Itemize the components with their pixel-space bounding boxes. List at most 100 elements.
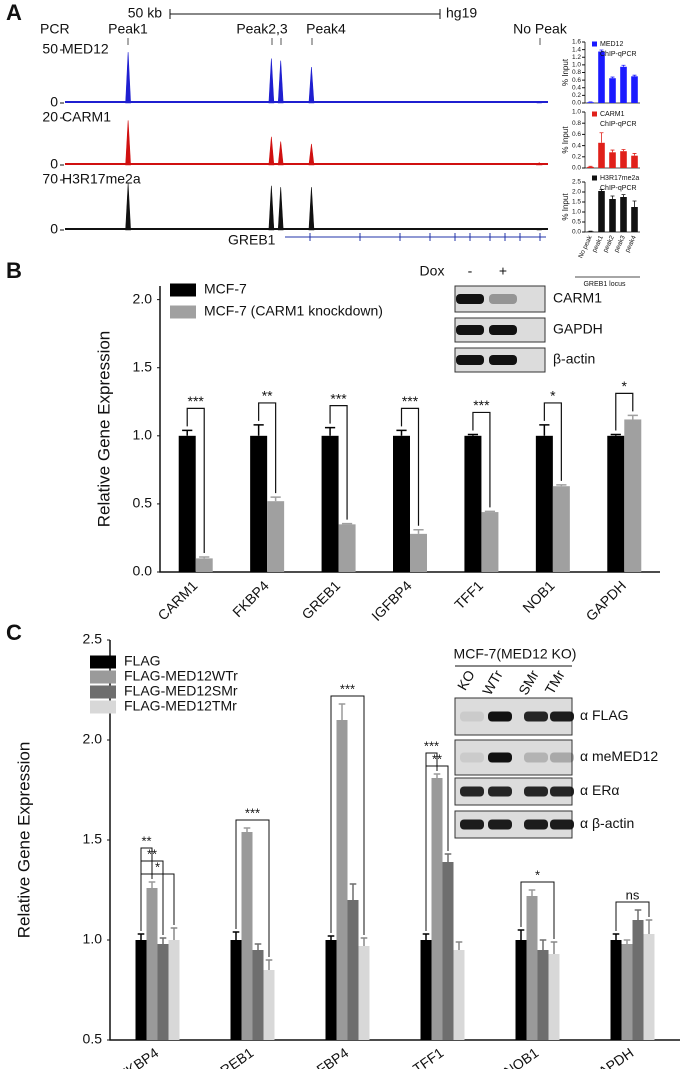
- legend-swatch: [90, 655, 116, 669]
- sig-bracket: [400, 407, 420, 526]
- bar: [598, 191, 605, 232]
- blot-lane-label: KO: [454, 667, 478, 693]
- error-bar: [444, 853, 452, 862]
- bar: [410, 533, 427, 572]
- x-tick-label: peak4: [624, 234, 638, 253]
- legend-label: FLAG-MED12WTr: [124, 668, 238, 684]
- error-bar: [528, 889, 536, 896]
- bar: [587, 166, 594, 168]
- x-tick-label: GAPDH: [586, 1044, 636, 1069]
- bar: [535, 435, 553, 572]
- error-bar: [623, 939, 631, 944]
- error-bar: [455, 941, 463, 950]
- error-bar: [632, 200, 637, 207]
- bar: [267, 501, 285, 572]
- x-tick-label: GAPDH: [583, 577, 630, 624]
- y-tick-label: 0.5: [133, 495, 153, 511]
- bar: [548, 954, 560, 1040]
- legend-swatch: [592, 175, 597, 181]
- blot-band: [488, 752, 512, 763]
- error-bar: [610, 149, 615, 153]
- blot-lane-label: WTr: [479, 667, 506, 698]
- panel-label: B: [6, 258, 22, 283]
- error-bar: [621, 194, 626, 197]
- x-tick-label: TFF1: [410, 1044, 447, 1069]
- legend-note: ChIP-qPCR: [600, 121, 637, 128]
- y-tick-label: 2.5: [83, 631, 103, 647]
- blot-band: [524, 711, 548, 722]
- legend-swatch: [170, 283, 196, 297]
- legend-swatch: [592, 41, 597, 47]
- bar: [453, 950, 465, 1040]
- peak: [277, 141, 284, 166]
- peak: [268, 136, 275, 166]
- error-bar: [243, 827, 251, 832]
- error-bar: [170, 927, 178, 940]
- y-tick-label: 0.0: [572, 165, 581, 172]
- legend-note: ChIP-qPCR: [600, 185, 637, 192]
- error-bar: [182, 429, 193, 436]
- error-bar: [599, 132, 604, 143]
- scale-bar-label: 50 kb: [128, 5, 162, 21]
- blot-band: [524, 786, 548, 797]
- error-bar: [556, 484, 567, 487]
- bar: [325, 940, 337, 1040]
- legend-swatch: [592, 111, 597, 117]
- x-tick-label: TFF1: [451, 577, 486, 612]
- peak: [268, 185, 275, 231]
- track-name: CARM1: [62, 109, 111, 125]
- region-label: Peak2,3: [236, 21, 288, 37]
- bar: [643, 934, 655, 1040]
- y-tick-label: 2.5: [572, 179, 581, 186]
- gene-model: [285, 233, 546, 241]
- sig-bracket: [543, 402, 562, 481]
- error-bar: [517, 929, 525, 940]
- legend-label: FLAG-MED12SMr: [124, 683, 238, 699]
- y-tick-label: 0.5: [83, 1031, 103, 1047]
- blot-row-label: α β-actin: [580, 815, 634, 831]
- blot-header: Dox: [420, 263, 445, 279]
- x-tick-label: CARM1: [154, 577, 200, 623]
- blot-row-label: β-actin: [553, 351, 595, 367]
- bar: [168, 940, 180, 1040]
- y-axis-label: Relative Gene Expression: [14, 742, 33, 939]
- error-bar: [253, 424, 264, 436]
- region-label: PCR: [40, 21, 70, 37]
- bar: [250, 435, 268, 572]
- y-tick-label: 0.6: [572, 77, 581, 84]
- sig-bracket: [235, 819, 270, 957]
- error-bar: [610, 195, 615, 199]
- error-bar: [338, 703, 346, 720]
- sig-label: ***: [473, 397, 490, 413]
- error-bar: [327, 935, 335, 940]
- error-bar: [360, 937, 368, 946]
- x-tick-label: IGFBP4: [368, 577, 415, 624]
- sig-label: ***: [340, 681, 355, 696]
- error-bar: [610, 76, 615, 79]
- error-bar: [413, 529, 424, 534]
- sig-bracket: [520, 881, 555, 939]
- sig-label: ***: [188, 393, 205, 409]
- peak: [536, 228, 542, 231]
- track-name: H3R17me2a: [62, 171, 141, 187]
- y-tick-label: 2.0: [572, 189, 581, 196]
- blot-band: [524, 752, 548, 763]
- y-tick-label: 0.5: [572, 219, 581, 226]
- y-tick-label: 1.0: [572, 109, 581, 116]
- bar: [632, 920, 644, 1040]
- error-bar: [137, 933, 145, 940]
- bar: [135, 940, 147, 1040]
- error-bar: [159, 937, 167, 944]
- region-label: No Peak: [513, 21, 568, 37]
- region-label: Peak4: [306, 21, 346, 37]
- error-bar: [324, 426, 336, 436]
- y-tick-label: 0.4: [572, 142, 581, 149]
- x-tick-label: FKBP4: [229, 577, 272, 620]
- y-tick-label: 1.5: [133, 358, 153, 374]
- y-axis-label: % Input: [561, 193, 570, 221]
- bar: [442, 862, 454, 1040]
- legend-label: FLAG-MED12TMr: [124, 698, 237, 714]
- peak: [125, 52, 131, 104]
- y-tick-label: 70: [42, 171, 58, 187]
